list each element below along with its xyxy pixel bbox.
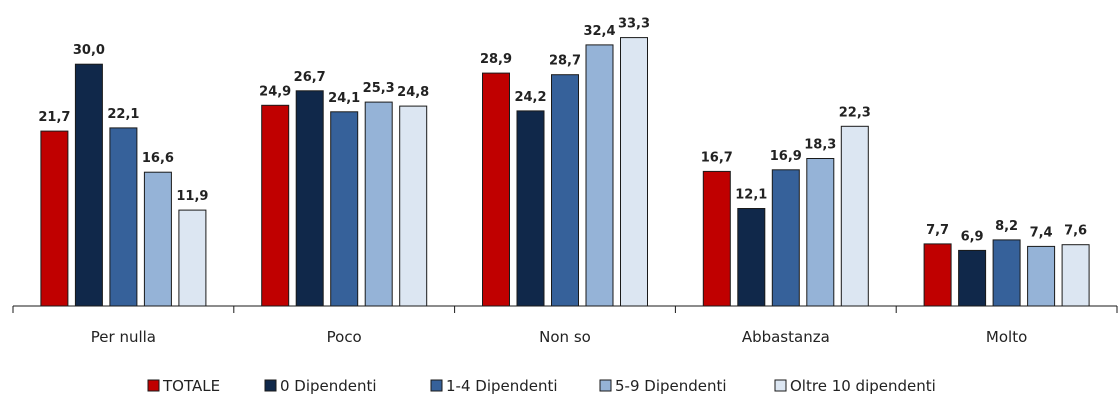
bar-4-2 xyxy=(620,37,648,307)
value-label: 26,7 xyxy=(294,70,326,85)
bar-1-2 xyxy=(516,110,545,307)
x-axis: Per nulla Poco Non so Abbastanza Molto xyxy=(12,305,1118,346)
bar-4-4 xyxy=(1061,244,1090,307)
bar-0-2 xyxy=(482,72,510,307)
value-label: 16,6 xyxy=(142,151,174,166)
category-label: Molto xyxy=(986,328,1027,346)
legend-swatch xyxy=(774,379,787,392)
bars-layer xyxy=(40,37,1090,307)
value-label: 24,1 xyxy=(328,91,360,106)
category-label: Per nulla xyxy=(91,328,156,346)
bar-0-3 xyxy=(702,170,731,307)
value-label: 12,1 xyxy=(735,188,767,203)
legend-label: TOTALE xyxy=(162,377,220,395)
legend-label: 5-9 Dipendenti xyxy=(615,377,727,395)
legend: TOTALE 0 Dipendenti 1-4 Dipendenti 5-9 Dipe… xyxy=(147,377,936,395)
bar-3-2 xyxy=(585,44,614,307)
value-label: 22,3 xyxy=(839,105,871,120)
value-label: 24,8 xyxy=(397,85,429,100)
legend-swatch xyxy=(599,379,612,392)
bar-0-0 xyxy=(40,130,69,307)
bar-1-3 xyxy=(737,208,766,307)
bar-0-4 xyxy=(923,243,952,307)
value-label: 8,2 xyxy=(995,219,1018,234)
value-label: 24,9 xyxy=(259,84,291,99)
bar-4-3 xyxy=(840,125,869,307)
value-label: 7,6 xyxy=(1064,224,1087,239)
bar-2-0 xyxy=(109,127,138,307)
bar-4-0 xyxy=(178,209,207,307)
value-label: 22,1 xyxy=(107,107,139,122)
bar-3-4 xyxy=(1027,245,1056,307)
bar-1-4 xyxy=(958,249,987,307)
value-label: 25,3 xyxy=(363,81,395,96)
legend-label: 1-4 Dipendenti xyxy=(446,377,558,395)
category-label: Abbastanza xyxy=(742,328,830,346)
bar-2-2 xyxy=(551,74,579,307)
value-label: 11,9 xyxy=(176,189,208,204)
value-label: 24,2 xyxy=(514,90,546,105)
value-label: 28,7 xyxy=(549,54,581,69)
value-labels-layer: 21,7 30,0 22,1 16,6 11,9 24,926,724,125,3 24,8… xyxy=(38,17,1087,245)
bar-0-1 xyxy=(261,104,290,307)
value-label: 28,9 xyxy=(480,52,512,67)
value-label: 16,9 xyxy=(770,149,802,164)
value-label: 30,0 xyxy=(73,43,105,58)
category-label: Non so xyxy=(539,328,591,346)
value-label: 33,3 xyxy=(618,17,650,32)
value-label: 7,4 xyxy=(1030,225,1053,240)
legend-swatch xyxy=(264,379,277,392)
bar-2-4 xyxy=(992,239,1021,307)
bar-3-0 xyxy=(143,171,172,307)
legend-swatch xyxy=(430,379,443,392)
value-label: 32,4 xyxy=(583,24,615,39)
legend-swatch xyxy=(147,379,160,392)
value-label: 16,7 xyxy=(701,150,733,165)
bar-3-1 xyxy=(364,101,393,307)
bar-3-3 xyxy=(806,158,835,307)
value-label: 7,7 xyxy=(926,223,949,238)
category-label: Poco xyxy=(327,328,362,346)
value-label: 21,7 xyxy=(38,110,70,125)
bar-1-1 xyxy=(295,90,324,307)
bar-4-1 xyxy=(399,105,428,307)
legend-label: Oltre 10 dipendenti xyxy=(790,377,936,395)
value-label: 6,9 xyxy=(961,229,984,244)
legend-label: 0 Dipendenti xyxy=(280,377,377,395)
value-label: 18,3 xyxy=(804,138,836,153)
bar-2-1 xyxy=(330,111,359,307)
bar-2-3 xyxy=(771,169,800,307)
bar-1-0 xyxy=(74,63,103,307)
